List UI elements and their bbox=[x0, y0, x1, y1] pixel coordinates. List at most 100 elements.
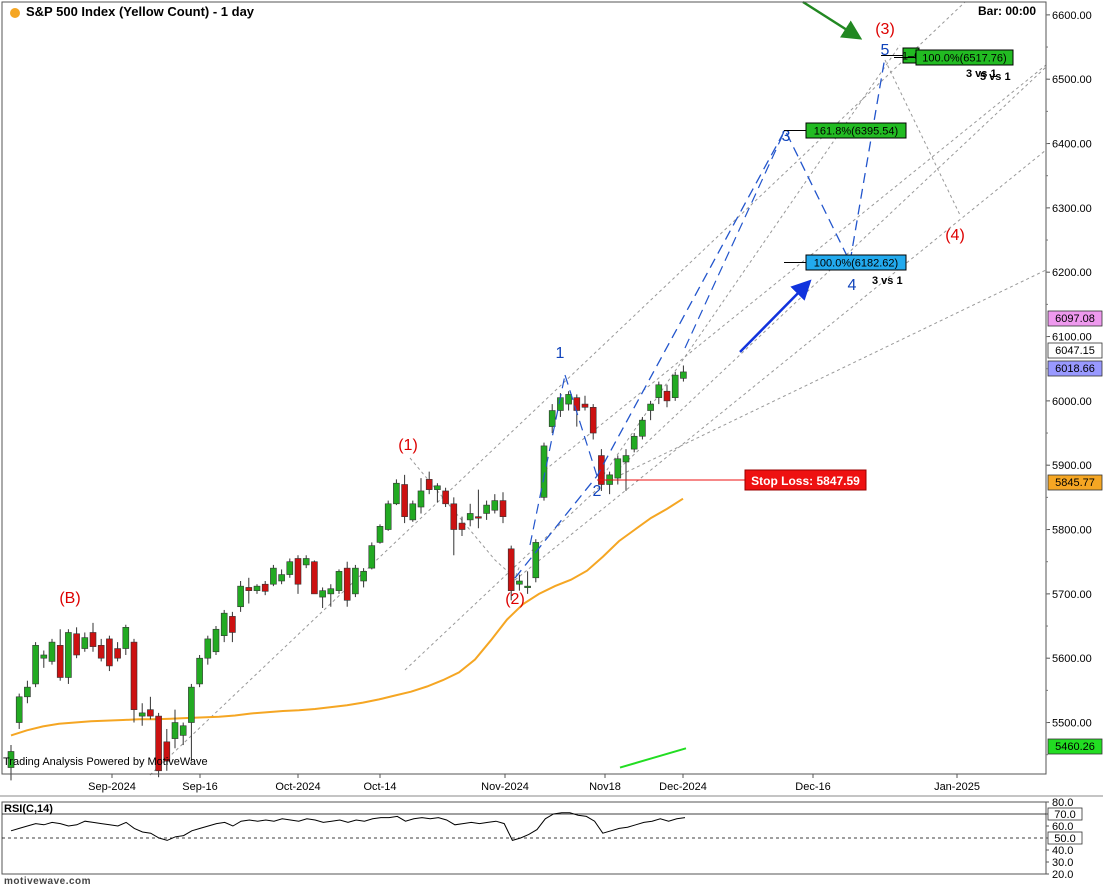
candle[interactable] bbox=[393, 479, 400, 506]
candle[interactable] bbox=[278, 569, 285, 585]
candlestick-series[interactable] bbox=[7, 365, 687, 781]
candle[interactable] bbox=[81, 632, 89, 652]
candle[interactable] bbox=[220, 609, 228, 643]
candle[interactable] bbox=[245, 577, 253, 604]
candle[interactable] bbox=[647, 400, 654, 421]
candle-body bbox=[434, 485, 441, 490]
candle-body bbox=[327, 588, 335, 595]
candle[interactable] bbox=[499, 492, 507, 524]
candle[interactable] bbox=[155, 712, 162, 778]
candle[interactable] bbox=[458, 516, 466, 536]
candle[interactable] bbox=[237, 581, 244, 612]
candle[interactable] bbox=[663, 384, 671, 408]
candle[interactable] bbox=[401, 474, 408, 524]
candle[interactable] bbox=[48, 638, 56, 665]
candle[interactable] bbox=[56, 629, 64, 681]
candle[interactable] bbox=[548, 404, 556, 434]
candle-body bbox=[311, 561, 318, 595]
candle[interactable] bbox=[516, 574, 523, 591]
candle[interactable] bbox=[97, 638, 105, 662]
candle[interactable] bbox=[302, 555, 310, 569]
candle[interactable] bbox=[32, 642, 39, 688]
candle[interactable] bbox=[147, 696, 154, 720]
candle[interactable] bbox=[483, 500, 490, 520]
candle[interactable] bbox=[179, 722, 187, 746]
candle[interactable] bbox=[212, 626, 220, 655]
price-tag-label: 6018.66 bbox=[1055, 363, 1095, 375]
candle[interactable] bbox=[417, 478, 425, 514]
candle[interactable] bbox=[294, 555, 302, 594]
candle[interactable] bbox=[270, 564, 277, 587]
candle[interactable] bbox=[24, 680, 31, 704]
candle[interactable] bbox=[319, 587, 326, 609]
candle[interactable] bbox=[581, 395, 589, 411]
candle[interactable] bbox=[409, 500, 417, 522]
candle[interactable] bbox=[188, 683, 195, 762]
candle-body bbox=[15, 696, 23, 723]
candle[interactable] bbox=[598, 449, 605, 491]
candle[interactable] bbox=[229, 611, 236, 643]
candle[interactable] bbox=[507, 545, 515, 601]
candle[interactable] bbox=[491, 494, 499, 514]
candle[interactable] bbox=[196, 654, 203, 688]
candle-body bbox=[261, 583, 269, 592]
x-tick-label: Nov-2024 bbox=[481, 781, 529, 793]
candle[interactable] bbox=[73, 627, 80, 659]
candle[interactable] bbox=[384, 500, 392, 531]
candle[interactable] bbox=[171, 709, 179, 749]
candle[interactable] bbox=[89, 622, 97, 652]
candle[interactable] bbox=[639, 416, 646, 440]
candle[interactable] bbox=[376, 524, 384, 544]
rsi-tag-label: 70.0 bbox=[1054, 809, 1075, 821]
candle[interactable] bbox=[15, 693, 23, 729]
candle[interactable] bbox=[7, 745, 15, 781]
candle[interactable] bbox=[680, 365, 687, 382]
candle[interactable] bbox=[589, 404, 597, 440]
candle[interactable] bbox=[204, 635, 212, 665]
candle-body bbox=[573, 397, 581, 411]
rsi-tick-label: 60.0 bbox=[1052, 821, 1073, 833]
candle[interactable] bbox=[466, 503, 474, 527]
candle[interactable] bbox=[671, 371, 679, 401]
candle[interactable] bbox=[335, 569, 343, 594]
candle[interactable] bbox=[368, 542, 376, 570]
candle[interactable] bbox=[425, 471, 433, 495]
candle[interactable] bbox=[65, 629, 72, 684]
candle[interactable] bbox=[450, 497, 458, 556]
candle-body bbox=[663, 390, 671, 402]
candle[interactable] bbox=[311, 560, 318, 595]
candle[interactable] bbox=[122, 624, 130, 655]
candle[interactable] bbox=[138, 703, 146, 726]
candle[interactable] bbox=[360, 568, 367, 588]
candle[interactable] bbox=[286, 558, 294, 578]
candle[interactable] bbox=[253, 584, 261, 594]
candle[interactable] bbox=[352, 564, 359, 598]
candle-body bbox=[286, 561, 294, 575]
candle[interactable] bbox=[540, 442, 548, 501]
candle[interactable] bbox=[622, 449, 630, 491]
candle[interactable] bbox=[114, 642, 121, 662]
candle[interactable] bbox=[40, 650, 48, 668]
candle-body bbox=[360, 571, 367, 582]
candle[interactable] bbox=[130, 638, 138, 723]
target-label: 161.8%(6395.54) bbox=[814, 126, 898, 138]
candle-body bbox=[65, 632, 72, 678]
candle-body bbox=[655, 384, 663, 398]
candle[interactable] bbox=[655, 381, 663, 405]
candle[interactable] bbox=[163, 728, 171, 771]
candle[interactable] bbox=[261, 581, 269, 596]
candle[interactable] bbox=[106, 635, 113, 672]
candle[interactable] bbox=[475, 489, 482, 529]
candle[interactable] bbox=[565, 391, 572, 411]
candle[interactable] bbox=[532, 539, 540, 583]
candle[interactable] bbox=[343, 561, 351, 607]
y-tick-label: 5800.00 bbox=[1052, 525, 1092, 537]
candle[interactable] bbox=[442, 487, 449, 508]
candle[interactable] bbox=[630, 433, 638, 453]
candle-body bbox=[491, 500, 499, 511]
y-tick-label: 6400.00 bbox=[1052, 139, 1092, 151]
candle[interactable] bbox=[524, 571, 531, 594]
candle[interactable] bbox=[327, 584, 335, 607]
candle[interactable] bbox=[434, 483, 441, 503]
